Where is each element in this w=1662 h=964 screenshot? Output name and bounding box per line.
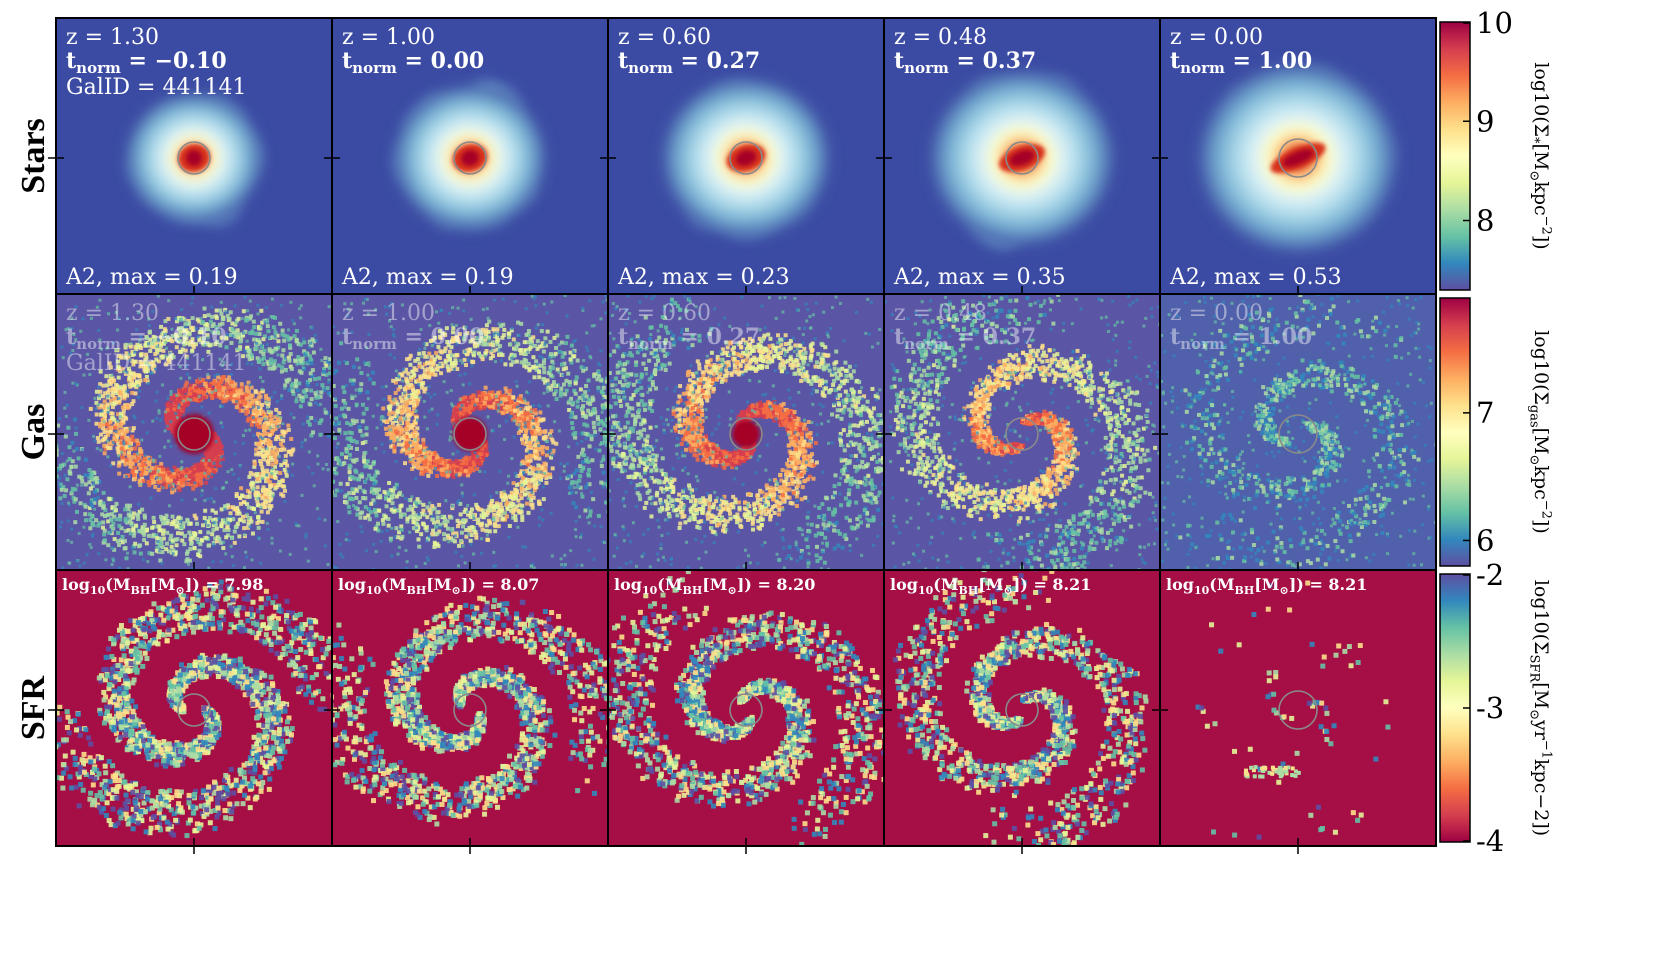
a2max-label: A2, max = 0.19 [65, 265, 238, 290]
mbh-label: log10(MBH[M⊙]) = 7.98 [62, 575, 263, 597]
colorbar-label-gas: log10(Σgas[M⊙kpc−2]) [1526, 330, 1553, 534]
colorbar-tick-label: 7 [1476, 396, 1494, 430]
colorbar-tick-label: 10 [1476, 6, 1513, 40]
panel-gas-2 [608, 294, 884, 570]
row-label-stars: Stars [15, 118, 53, 194]
redshift-label: z = 0.00 [1170, 25, 1263, 50]
tnorm-label: tnorm = −0.10 [66, 48, 227, 77]
colorbar-tick-label: -3 [1476, 691, 1504, 725]
a2max-label: A2, max = 0.23 [617, 265, 790, 290]
colorbar-tick-label: -4 [1476, 824, 1504, 858]
mbh-label: log10(MBH[M⊙]) = 8.20 [614, 575, 815, 597]
redshift-label: z = 0.48 [894, 301, 987, 326]
tnorm-label: tnorm = 0.00 [342, 48, 484, 77]
mbh-label: log10(MBH[M⊙]) = 8.21 [1166, 575, 1367, 597]
panel-gas-4 [1160, 294, 1436, 570]
tnorm-label: tnorm = 0.27 [618, 324, 760, 353]
colorbar-label-sfr: log10(ΣSFR[M⊙yr−1kpc−2]) [1526, 580, 1553, 836]
colorbar-stars [1439, 21, 1471, 291]
panel-stars-3 [884, 18, 1160, 294]
galid-label: GalID = 441141 [66, 75, 246, 100]
tnorm-label: tnorm = 0.27 [618, 48, 760, 77]
row-label-sfr: SFR [15, 676, 53, 740]
colorbar-tick-label: 6 [1476, 523, 1494, 557]
redshift-label: z = 1.00 [342, 25, 435, 50]
panel-sfr-4 [1160, 570, 1436, 846]
redshift-label: z = 1.30 [66, 301, 159, 326]
tnorm-label: tnorm = −0.10 [66, 324, 227, 353]
colorbar-gas [1439, 297, 1471, 567]
tnorm-label: tnorm = 1.00 [1170, 48, 1312, 77]
panel-gas-1 [332, 294, 608, 570]
tnorm-label: tnorm = 0.37 [894, 324, 1036, 353]
panel-stars-2 [608, 18, 884, 294]
panel-stars-1 [332, 18, 608, 294]
a2max-label: A2, max = 0.35 [893, 265, 1066, 290]
a2max-label: A2, max = 0.53 [1169, 265, 1342, 290]
panel-gas-0 [56, 294, 332, 570]
row-label-gas: Gas [15, 404, 53, 461]
panel-gas-3 [884, 294, 1160, 570]
redshift-label: z = 1.30 [66, 25, 159, 50]
colorbar-tick-label: 9 [1476, 104, 1494, 138]
colorbar-tick-label: -2 [1476, 558, 1504, 592]
mbh-label: log10(MBH[M⊙]) = 8.21 [890, 575, 1091, 597]
redshift-label: z = 1.00 [342, 301, 435, 326]
panel-stars-4 [1160, 18, 1436, 294]
a2max-label: A2, max = 0.19 [341, 265, 514, 290]
tnorm-label: tnorm = 0.37 [894, 48, 1036, 77]
tnorm-label: tnorm = 0.00 [342, 324, 484, 353]
panel-sfr-1 [332, 570, 608, 846]
redshift-label: z = 0.00 [1170, 301, 1263, 326]
panel-sfr-0 [56, 570, 332, 846]
galid-label: GalID = 441141 [66, 351, 246, 376]
panel-stars-0 [56, 18, 332, 294]
colorbar-label-stars: log10(Σ*[M⊙kpc−2]) [1526, 62, 1553, 249]
tnorm-label: tnorm = 1.00 [1170, 324, 1312, 353]
panel-sfr-2 [608, 570, 884, 846]
colorbar-tick-label: 8 [1476, 204, 1494, 238]
redshift-label: z = 0.60 [618, 301, 711, 326]
redshift-label: z = 0.60 [618, 25, 711, 50]
redshift-label: z = 0.48 [894, 25, 987, 50]
mbh-label: log10(MBH[M⊙]) = 8.07 [338, 575, 539, 597]
panel-sfr-3 [884, 570, 1160, 846]
